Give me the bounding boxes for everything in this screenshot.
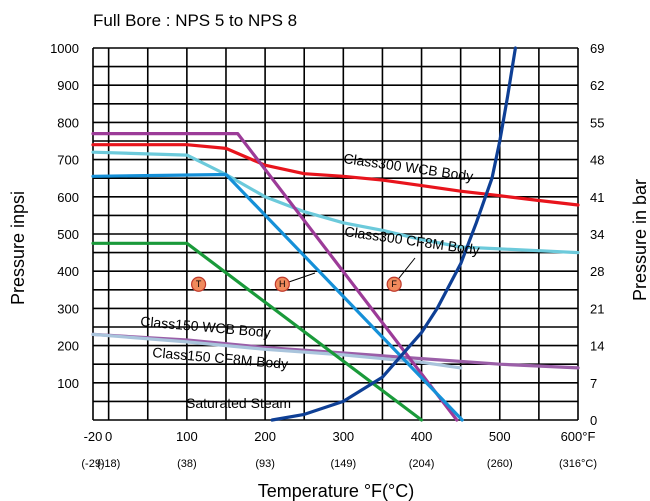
series-line <box>91 332 463 370</box>
series-line <box>91 143 580 207</box>
marker-label: F <box>391 279 397 289</box>
y-tick-label: 600 <box>57 190 79 205</box>
series-line <box>91 150 580 255</box>
x-tick-label: 600°F <box>561 429 596 444</box>
x-tick-label: 100 <box>176 429 198 444</box>
y-right-tick-label: 41 <box>590 190 604 205</box>
x-tick-sublabel: (260) <box>487 458 513 470</box>
series-lines <box>91 46 580 422</box>
y-right-tick-label: 69 <box>590 41 604 56</box>
x-axis-label: Temperature °F(°C) <box>258 481 414 501</box>
x-tick-label: 300 <box>332 429 354 444</box>
series-line <box>270 46 518 422</box>
y-right-tick-label: 14 <box>590 339 604 354</box>
y-tick-label: 100 <box>57 376 79 391</box>
y-right-tick-label: 55 <box>590 115 604 130</box>
x-tick-label: 500 <box>489 429 511 444</box>
chart-title: Full Bore : NPS 5 to NPS 8 <box>93 11 297 30</box>
x-tick-sublabel: (204) <box>409 458 435 470</box>
y-tick-label: 900 <box>57 78 79 93</box>
x-tick-label: 200 <box>254 429 276 444</box>
y-right-tick-label: 48 <box>590 153 604 168</box>
x-tick-sublabel: (-29) <box>81 458 104 470</box>
y-right-tick-label: 21 <box>590 301 604 316</box>
x-axis-ticks: -20 (-29) 0 (-18) 100 (38) 200 (93) 300 (149) 400 (… <box>81 429 597 470</box>
marker-circle <box>386 276 402 292</box>
y-tick-label: 800 <box>57 115 79 130</box>
y-axis-right-ticks: 69 62 55 48 41 34 28 21 14 7 0 <box>590 41 604 428</box>
x-tick-sublabel: (93) <box>255 458 275 470</box>
series-line <box>91 241 424 422</box>
series-line <box>91 132 459 422</box>
y-tick-label: 700 <box>57 153 79 168</box>
x-tick-label: 400 <box>411 429 433 444</box>
x-tick-sublabel: (316°C) <box>559 458 597 470</box>
y-tick-label: 300 <box>57 301 79 316</box>
marker-label: T <box>196 279 202 289</box>
y-tick-label: 1000 <box>50 41 79 56</box>
series-line <box>91 172 464 422</box>
series-label: Saturated Steam <box>186 395 291 411</box>
y-right-tick-label: 28 <box>590 264 604 279</box>
y-tick-label: 500 <box>57 227 79 242</box>
series-line <box>91 332 580 370</box>
marker-circle <box>274 276 290 292</box>
x-tick-label: -20 <box>84 429 103 444</box>
y-tick-label: 200 <box>57 339 79 354</box>
x-tick-sublabel: (-18) <box>97 458 120 470</box>
y-right-tick-label: 62 <box>590 78 604 93</box>
x-tick-label: 0 <box>105 429 112 444</box>
marker-label: H <box>279 279 286 289</box>
y-right-tick-label: 7 <box>590 376 597 391</box>
x-tick-sublabel: (38) <box>177 458 197 470</box>
y-right-tick-label: 0 <box>590 413 597 428</box>
y-axis-left-label: Pressure inpsi <box>8 191 28 305</box>
y-right-tick-label: 34 <box>590 227 604 242</box>
y-tick-label: 400 <box>57 264 79 279</box>
x-tick-sublabel: (149) <box>330 458 356 470</box>
y-axis-right-label: Pressure in bar <box>630 179 650 301</box>
marker-circle <box>191 276 207 292</box>
y-axis-left-ticks: 1000 900 800 700 600 500 400 300 200 100 <box>50 41 79 391</box>
series-label: Class150 WCB Body <box>140 313 272 340</box>
